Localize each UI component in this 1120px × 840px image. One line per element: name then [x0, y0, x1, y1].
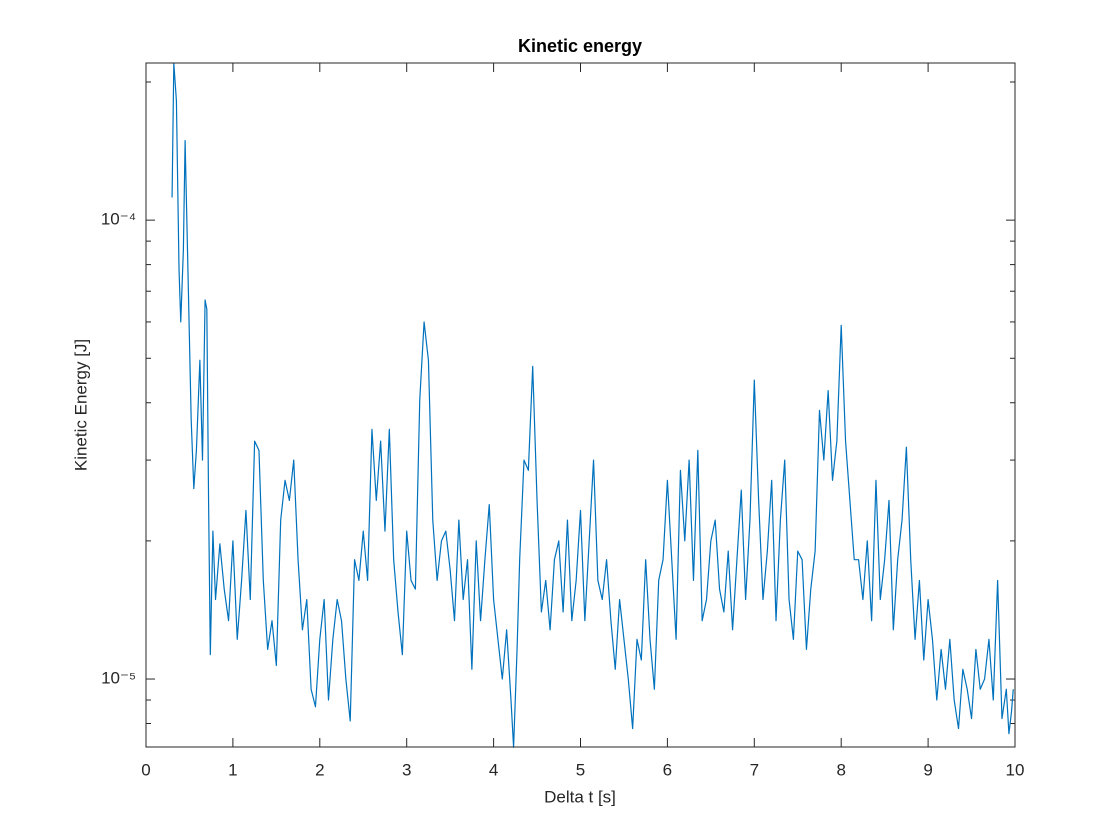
x-tick-label: 9	[923, 760, 932, 779]
y-tick-label: 10⁻⁴	[101, 210, 136, 229]
chart-title: Kinetic energy	[518, 36, 642, 56]
x-tick-label: 1	[228, 760, 237, 779]
x-axis-label: Delta t [s]	[544, 787, 616, 806]
y-tick-label: 10⁻⁵	[101, 669, 136, 688]
x-tick-label: 5	[576, 760, 585, 779]
x-tick-label: 2	[315, 760, 324, 779]
x-tick-label: 4	[489, 760, 498, 779]
x-tick-label: 10	[1006, 760, 1025, 779]
x-tick-label: 3	[402, 760, 411, 779]
x-tick-label: 7	[750, 760, 759, 779]
data-line	[171, 62, 1014, 748]
x-tick-label: 8	[836, 760, 845, 779]
x-tick-label: 6	[663, 760, 672, 779]
x-tick-label: 0	[141, 760, 150, 779]
plot-frame	[145, 62, 1016, 748]
y-axis-label: Kinetic Energy [J]	[71, 339, 90, 471]
